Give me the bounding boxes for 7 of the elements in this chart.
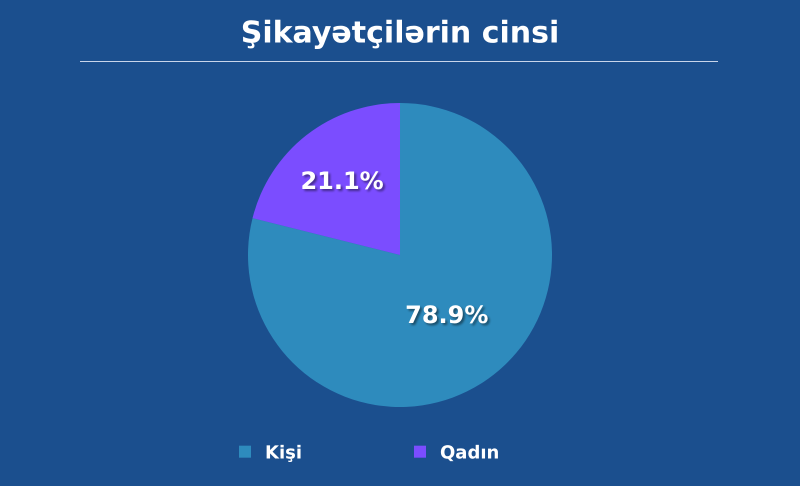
data-label: 21.1% [300,166,384,195]
chart-title: Şikayətçilərin cinsi [240,16,560,51]
legend-label: Qadın [440,442,500,464]
pie-slice [248,102,552,407]
data-label: 78.9% [405,300,488,329]
pie-slice [252,102,400,255]
legend-label: Kişi [265,442,302,464]
